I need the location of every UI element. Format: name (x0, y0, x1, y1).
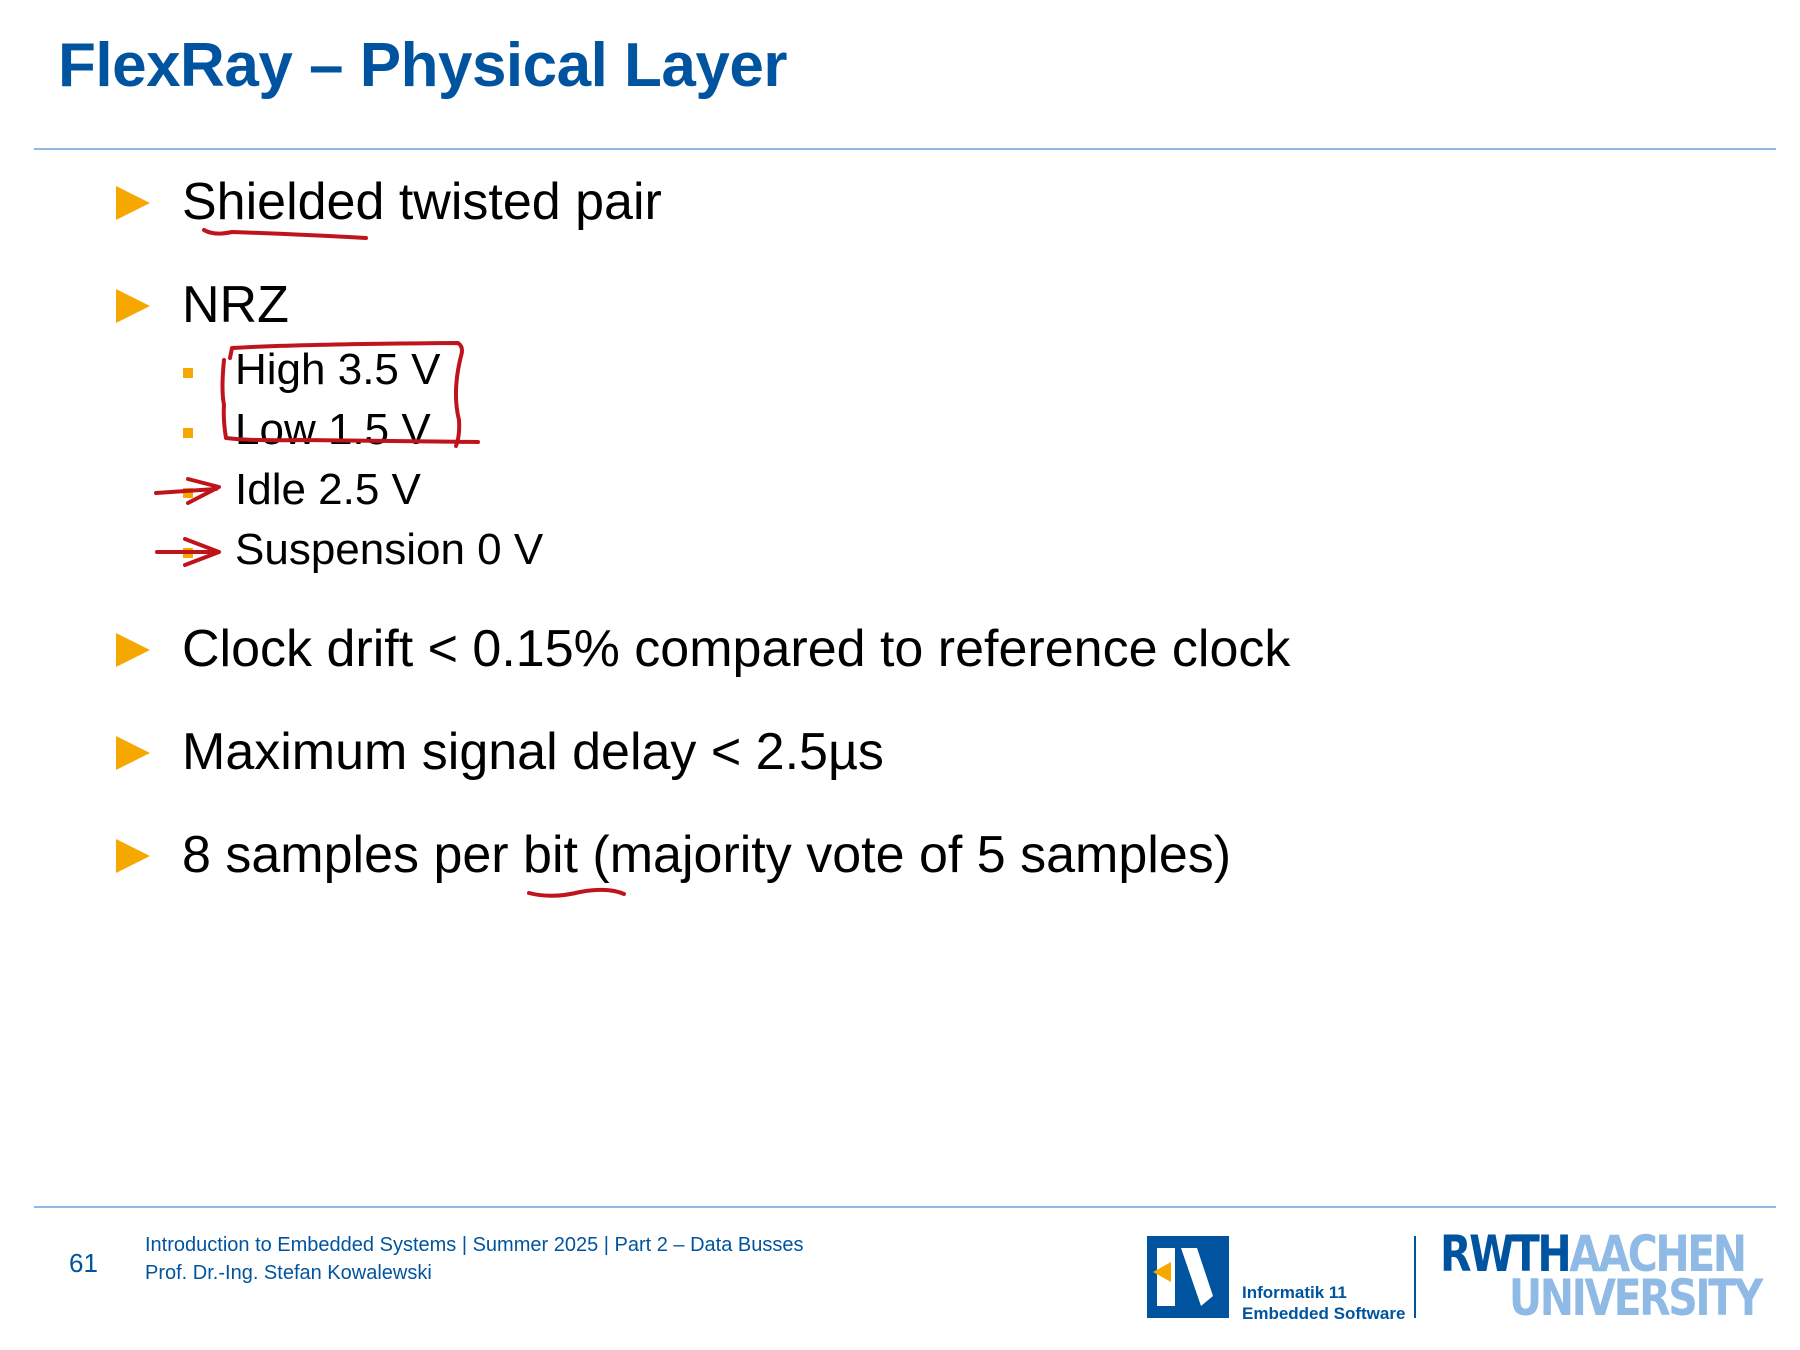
slide-title: FlexRay – Physical Layer (58, 31, 788, 100)
course-info: Introduction to Embedded Systems | Summe… (145, 1234, 804, 1256)
square-bullet-icon (183, 488, 193, 498)
informatik-11-label: Informatik 11 Embedded Software (1242, 1282, 1405, 1324)
sub-bullet-text: Idle 2.5 V (235, 465, 421, 514)
rwth-logo-part3: UNIVERSITY (1508, 1269, 1763, 1327)
bullet-text: Maximum signal delay < 2.5µs (182, 723, 884, 781)
bullet-text: 8 samples per bit (majority vote of 5 sa… (182, 826, 1232, 884)
bullet-arrow-icon (116, 186, 150, 220)
rwth-aachen-logo: RWTHAACHEN UNIVERSITY (1440, 1229, 1763, 1327)
rwth-logo-part1: RWTH (1440, 1225, 1572, 1283)
bullet-text: NRZ (182, 276, 289, 334)
informatik-11-logo-icon (1147, 1236, 1229, 1318)
bullet-arrow-icon (116, 289, 150, 323)
author-info: Prof. Dr.-Ing. Stefan Kowalewski (145, 1262, 432, 1284)
rwth-logo-part2: AACHEN (1569, 1225, 1747, 1283)
square-bullet-icon (183, 368, 193, 378)
sub-bullet-text: High 3.5 V (235, 345, 441, 394)
square-bullet-icon (183, 548, 193, 558)
i11-line1: Informatik 11 (1242, 1283, 1347, 1302)
bullet-text: Clock drift < 0.15% compared to referenc… (182, 620, 1291, 678)
bullet-arrow-icon (116, 736, 150, 770)
underline-shielded (202, 228, 368, 240)
underline-bit (527, 887, 626, 898)
logo-divider (1414, 1236, 1416, 1318)
i11-line2: Embedded Software (1242, 1304, 1406, 1323)
bullet-text: Shielded twisted pair (182, 173, 662, 231)
square-bullet-icon (183, 428, 193, 438)
sub-bullet-text: Low 1.5 V (235, 405, 431, 454)
sub-bullet-text: Suspension 0 V (235, 525, 544, 574)
footer-divider (34, 1206, 1776, 1208)
page-number: 61 (69, 1248, 98, 1278)
bullet-arrow-icon (116, 633, 150, 667)
bullet-arrow-icon (116, 839, 150, 873)
title-divider (34, 148, 1776, 150)
